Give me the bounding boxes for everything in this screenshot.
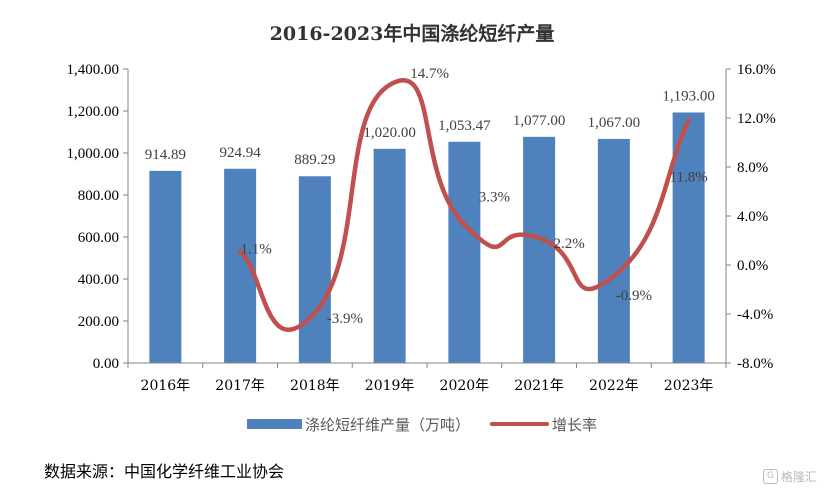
source-note: 数据来源：中国化学纤维工业协会 (44, 462, 285, 481)
bar (523, 136, 556, 363)
left-tick-label: 600.00 (78, 230, 119, 246)
right-tick-label: 16.0% (737, 62, 776, 78)
right-tick-label: -8.0% (737, 356, 773, 372)
right-tick-label: 0.0% (737, 258, 768, 274)
category-label: 2017年 (215, 378, 265, 394)
legend-bar-swatch (247, 419, 302, 429)
bar-data-label: 924.94 (220, 145, 262, 161)
growth-data-label: 14.7% (410, 66, 449, 82)
right-tick-label: 8.0% (737, 160, 768, 176)
right-tick-label: 4.0% (737, 209, 768, 225)
left-tick-label: 400.00 (78, 272, 119, 288)
left-axis: 0.00 200.00 400.00 600.00 800.00 1,000.00 1,20… (67, 62, 129, 372)
bar-series (149, 112, 705, 363)
left-tick-label: 0.00 (93, 356, 119, 372)
category-label: 2019年 (365, 378, 415, 394)
bar-data-label: 914.89 (145, 147, 186, 163)
right-tick-label: 12.0% (737, 111, 776, 127)
growth-data-label: 2.2% (554, 236, 585, 252)
growth-data-label: 3.3% (479, 190, 510, 206)
bar-data-label: 1,193.00 (662, 88, 715, 104)
watermark: G 格隆汇 (762, 468, 817, 485)
category-labels: 2016年 2017年 2018年 2019年 2020年 2021年 2022年 2023年 (127, 362, 727, 394)
bar-data-label: 1,020.00 (363, 125, 416, 141)
left-tick-label: 200.00 (78, 314, 119, 330)
watermark-logo-icon: G (762, 469, 778, 484)
bar-data-label: 1,067.00 (588, 115, 641, 131)
left-tick-label: 1,000.00 (67, 146, 120, 162)
bar-data-label: 1,053.47 (438, 118, 491, 134)
watermark-text: 格隆汇 (780, 470, 817, 484)
legend-line-label: 增长率 (552, 416, 597, 434)
bar (298, 176, 331, 363)
bar (373, 148, 406, 363)
category-label: 2018年 (290, 378, 340, 394)
bar-data-label: 889.29 (294, 152, 335, 168)
bar (149, 170, 182, 363)
growth-data-label: -0.9% (616, 288, 652, 304)
bar-labels: 914.89 924.94 889.29 1,020.00 1,053.47 1,077.… (145, 88, 715, 168)
chart-title: 2016-2023年中国涤纶短纤产量 (270, 22, 555, 45)
category-label: 2022年 (589, 378, 639, 394)
growth-data-label: -3.9% (327, 311, 363, 327)
bar-data-label: 1,077.00 (513, 113, 566, 129)
growth-labels: 1.1% -3.9% 14.7% 3.3% 2.2% -0.9% 11.8% (241, 66, 708, 327)
category-label: 2020年 (440, 378, 490, 394)
bar (597, 138, 630, 363)
legend: 涤纶短纤维产量（万吨） 增长率 (247, 416, 597, 434)
left-tick-label: 800.00 (78, 188, 119, 204)
bar (448, 141, 481, 363)
category-label: 2021年 (514, 378, 564, 394)
right-tick-label: -4.0% (737, 307, 773, 323)
growth-data-label: 11.8% (670, 169, 708, 185)
category-label: 2016年 (141, 378, 191, 394)
growth-data-label: 1.1% (241, 242, 272, 258)
right-axis: -8.0% -4.0% 0.0% 4.0% 8.0% 12.0% 16.0% (725, 62, 776, 372)
growth-line-series (237, 78, 691, 332)
left-tick-label: 1,400.00 (67, 62, 120, 78)
category-label: 2023年 (664, 378, 714, 394)
left-tick-label: 1,200.00 (67, 104, 120, 120)
legend-bar-label: 涤纶短纤维产量（万吨） (305, 416, 470, 434)
